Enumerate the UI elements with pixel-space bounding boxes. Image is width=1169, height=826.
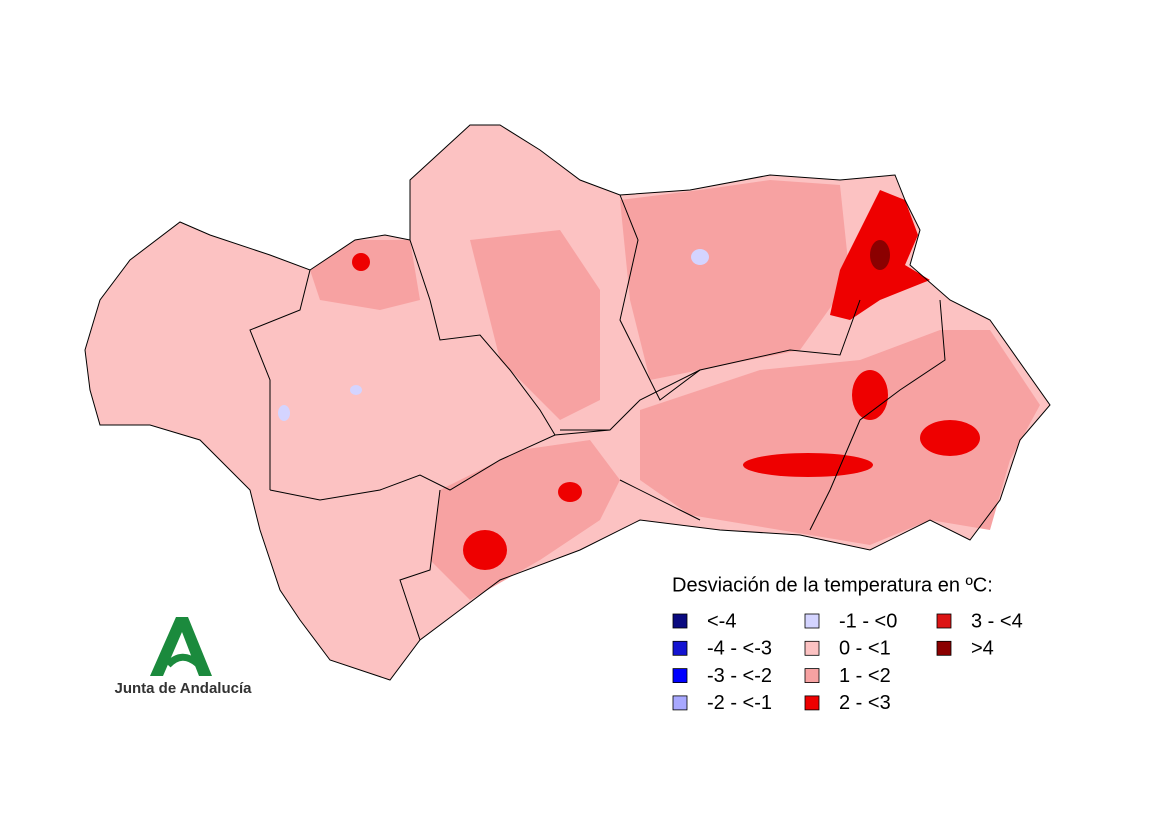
- legend-label: -1 - <0: [839, 610, 897, 632]
- legend-swatch: [672, 613, 688, 629]
- province-border: [269, 429, 611, 501]
- temperature-map: [84, 124, 1051, 681]
- legend: <-4 -4 - <-3 -3 - <-2 -2 - <-1 -1 - <0 0 - <1…: [672, 610, 1023, 714]
- legend-swatch: [672, 668, 688, 683]
- province-border: [809, 299, 946, 531]
- legend-label: 0 - <1: [839, 638, 891, 660]
- zone: [640, 330, 1040, 545]
- legend-label: 1 - <2: [839, 665, 891, 687]
- zone: [470, 230, 600, 420]
- province-border: [249, 269, 311, 490]
- legend-label: 2 - <3: [839, 692, 891, 714]
- legend-swatch: [804, 695, 820, 711]
- zone: [691, 249, 709, 265]
- province-border: [619, 479, 701, 521]
- legend-label: -3 - <-2: [707, 665, 772, 687]
- legend-label: -2 - <-1: [707, 692, 772, 714]
- legend-swatch: [672, 640, 688, 656]
- zone: [352, 253, 370, 271]
- zone: [310, 240, 420, 310]
- legend-swatch: [804, 640, 820, 656]
- legend-swatch: [804, 613, 820, 629]
- zone: [870, 240, 890, 270]
- province-border: [560, 369, 701, 431]
- legend-label: <-4: [707, 610, 736, 632]
- logo: Junta de Andalucía: [115, 617, 253, 697]
- province-border: [399, 489, 441, 641]
- legend-title: Desviación de la temperatura en ºC:: [672, 574, 993, 596]
- legend-swatch: [804, 668, 820, 683]
- zone: [920, 420, 980, 456]
- logo-mark: [150, 617, 212, 676]
- legend-swatch: [672, 695, 688, 711]
- zone: [558, 482, 582, 502]
- zone: [350, 385, 362, 395]
- legend-label: -4 - <-3: [707, 638, 772, 660]
- zone: [463, 530, 507, 570]
- legend-swatch: [936, 640, 952, 656]
- zone: [852, 370, 888, 420]
- zone: [620, 180, 850, 380]
- legend-label: 3 - <4: [971, 610, 1023, 632]
- province-border: [619, 194, 861, 401]
- legend-label: >4: [971, 638, 994, 660]
- zone: [278, 405, 290, 421]
- logo-text: Junta de Andalucía: [115, 680, 253, 697]
- region-border: [84, 124, 1051, 681]
- legend-swatch: [936, 613, 952, 629]
- zone: [743, 453, 873, 477]
- logo-mark: [165, 653, 201, 668]
- province-border: [409, 239, 556, 436]
